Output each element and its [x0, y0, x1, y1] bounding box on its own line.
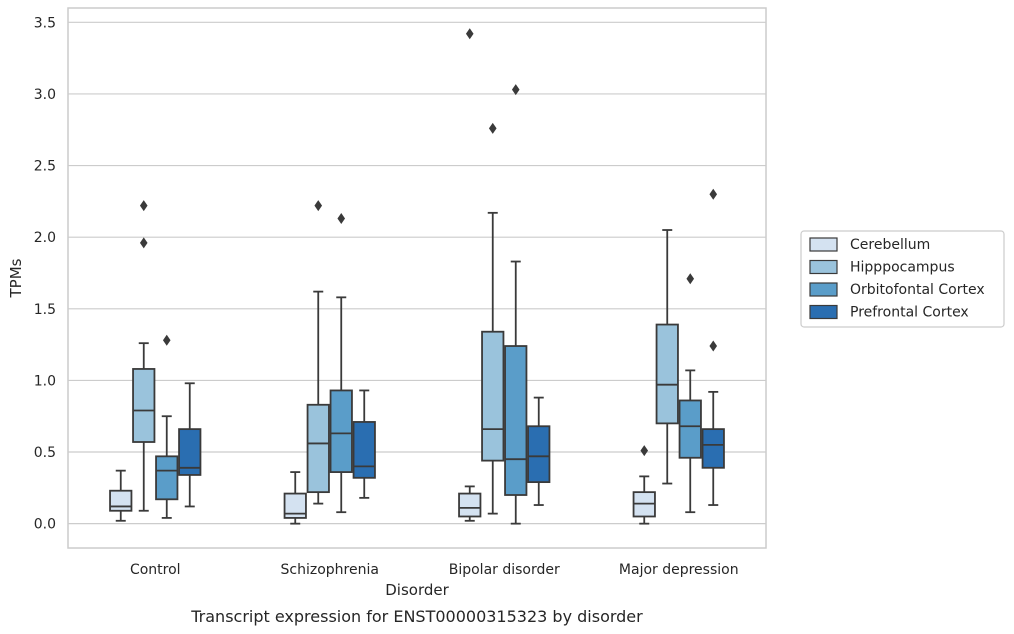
x-tick-label: Schizophrenia	[281, 562, 379, 578]
outlier-point	[709, 188, 718, 200]
box-iqr	[132, 368, 156, 443]
box-hipppocampus	[481, 122, 505, 515]
x-axis-ticks: Control Schizophrenia Bipolar disorder Majo…	[130, 562, 739, 578]
legend-frame	[800, 230, 1005, 328]
box-iqr	[306, 403, 330, 494]
box-iqr	[481, 330, 505, 462]
outlier-point	[488, 122, 497, 134]
box-iqr	[701, 428, 725, 469]
outlier-point	[640, 445, 649, 457]
x-tick-label: Control	[130, 562, 181, 578]
outlier-point	[686, 273, 695, 285]
legend-label: Hipppocampus	[850, 260, 955, 276]
outlier-point	[162, 334, 171, 346]
box-iqr	[155, 455, 179, 501]
legend-item: Orbitofontal Cortex	[809, 282, 985, 298]
plot-frame	[67, 7, 767, 549]
legend-swatch	[809, 259, 838, 275]
legend-swatch	[809, 282, 838, 297]
box-prefrontal-cortex	[352, 389, 376, 499]
box-hipppocampus	[306, 200, 330, 505]
y-tick-label: 1.0	[34, 373, 56, 389]
y-tick-label: 3.5	[34, 15, 56, 31]
outlier-point	[139, 237, 148, 249]
chart-caption: Transcript expression for ENST0000031532…	[190, 607, 643, 626]
box-iqr	[109, 489, 133, 512]
legend-label: Cerebellum	[850, 237, 930, 253]
y-tick-label: 2.0	[34, 230, 56, 246]
box-cerebellum	[632, 445, 656, 525]
legend-item: Prefrontal Cortex	[809, 304, 969, 321]
outlier-point	[465, 28, 474, 40]
x-tick-label: Bipolar disorder	[449, 562, 560, 578]
box-orbitofontal-cortex	[504, 84, 528, 525]
legend-item: Hipppocampus	[809, 259, 955, 276]
category-group	[283, 200, 376, 525]
box-orbitofontal-cortex	[155, 334, 179, 519]
y-tick-label: 1.5	[34, 302, 56, 318]
outlier-point	[709, 340, 718, 352]
category-group	[109, 200, 202, 522]
legend-label: Prefrontal Cortex	[850, 305, 969, 321]
box-prefrontal-cortex	[527, 396, 551, 506]
box-iqr	[527, 425, 551, 484]
outlier-point	[139, 200, 148, 212]
outlier-point	[337, 213, 346, 225]
legend-label: Orbitofontal Cortex	[850, 282, 985, 298]
box-hipppocampus	[655, 229, 679, 485]
box-cerebellum	[283, 471, 307, 525]
legend-swatch	[809, 237, 838, 252]
legend-swatch	[809, 304, 838, 320]
box-groups	[109, 28, 725, 525]
x-tick-label: Major depression	[619, 562, 739, 578]
box-iqr	[283, 492, 307, 519]
y-tick-label: 0.5	[34, 445, 56, 461]
x-axis-label: Disorder	[385, 581, 449, 599]
gridlines	[68, 21, 766, 525]
box-iqr	[678, 399, 702, 459]
category-group	[632, 188, 725, 525]
box-cerebellum	[109, 469, 133, 522]
box-prefrontal-cortex	[178, 382, 202, 508]
y-tick-label: 0.0	[34, 517, 56, 533]
box-iqr	[504, 345, 528, 496]
y-axis-ticks: 0.0 0.5 1.0 1.5 2.0 2.5 3.0 3.5	[34, 15, 56, 532]
box-cerebellum	[458, 28, 482, 522]
y-tick-label: 2.5	[34, 159, 56, 175]
outlier-point	[314, 200, 323, 212]
box-iqr	[329, 389, 353, 473]
box-orbitofontal-cortex	[329, 213, 353, 514]
y-axis-label: TPMs	[7, 258, 25, 298]
y-tick-label: 3.0	[34, 87, 56, 103]
outlier-point	[511, 84, 520, 96]
box-iqr	[655, 323, 679, 425]
category-group	[458, 28, 551, 525]
box-orbitofontal-cortex	[678, 273, 702, 514]
box-hipppocampus	[132, 200, 156, 512]
box-iqr	[178, 428, 202, 476]
box-prefrontal-cortex	[701, 188, 725, 506]
legend: Cerebellum Hipppocampus Orbitofontal Corte…	[800, 230, 1005, 328]
box-iqr	[458, 492, 482, 518]
box-iqr	[352, 421, 376, 479]
legend-item: Cerebellum	[809, 237, 930, 253]
